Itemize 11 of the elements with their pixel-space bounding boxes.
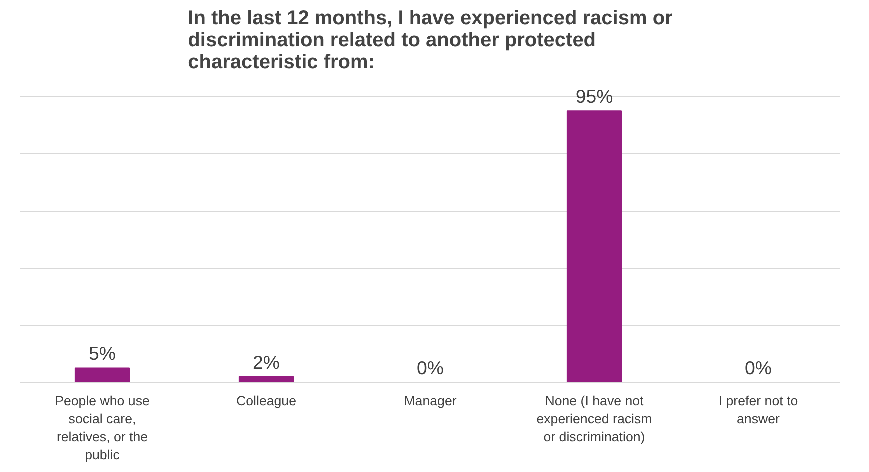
chart-title: In the last 12 months, I have experienced racism or discrimination related to another protected characteristic from:: [188, 8, 674, 74]
x-tick-label: People who use social care, relatives, or the public: [55, 394, 150, 462]
data-label: 2%: [253, 352, 280, 373]
x-tick-label: I prefer not to answer: [718, 394, 798, 426]
x-tick-label: None (I have not experienced racism or discrimination): [536, 394, 652, 444]
data-label: 95%: [576, 86, 614, 108]
x-tick-label: Manager: [404, 394, 458, 408]
data-label: 0%: [417, 358, 444, 378]
data-label: 0%: [745, 358, 772, 378]
x-tick-label: Colleague: [236, 394, 297, 408]
data-label: 5%: [89, 343, 116, 364]
